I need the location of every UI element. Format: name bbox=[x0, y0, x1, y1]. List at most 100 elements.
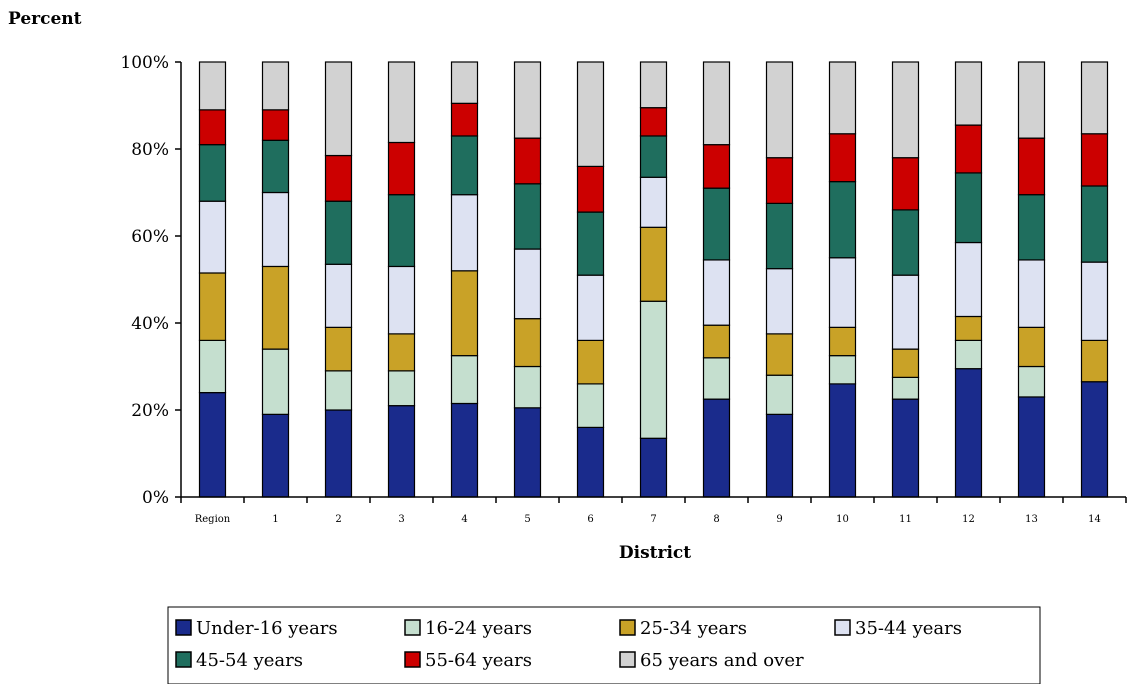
bar-segment bbox=[1080, 261, 1109, 342]
bar-segment bbox=[198, 144, 227, 202]
x-tick-label: 13 bbox=[1025, 514, 1038, 525]
bar-segment bbox=[891, 157, 920, 211]
bar-segment bbox=[639, 176, 668, 228]
bar-segment bbox=[387, 370, 416, 407]
bar-segment bbox=[954, 61, 983, 126]
bar-segment bbox=[702, 144, 731, 189]
y-ticks: 0% 20% 40% 60% 80% 100% bbox=[120, 53, 181, 508]
bar-segment bbox=[576, 211, 605, 276]
y-tick-label: 60% bbox=[131, 227, 169, 247]
y-tick-label: 100% bbox=[120, 53, 169, 73]
bar-segment bbox=[1080, 61, 1109, 135]
y-tick-label: 20% bbox=[131, 401, 169, 421]
bar-segment bbox=[387, 265, 416, 335]
bar-segment bbox=[576, 426, 605, 498]
bar-segment bbox=[576, 165, 605, 213]
bar-segment bbox=[702, 398, 731, 498]
bar-segment bbox=[198, 272, 227, 342]
bar-segment bbox=[765, 413, 794, 498]
bar-segment bbox=[261, 348, 290, 415]
bar-segment bbox=[450, 270, 479, 357]
bar-segment bbox=[450, 355, 479, 405]
bar-segment bbox=[261, 413, 290, 498]
bar-segment bbox=[1017, 365, 1046, 398]
bar-segment bbox=[198, 392, 227, 498]
bar-segment bbox=[324, 370, 353, 411]
bar-segment bbox=[450, 194, 479, 272]
x-tick-label: 11 bbox=[899, 514, 912, 525]
bar-segment bbox=[513, 248, 542, 320]
bar-segment bbox=[1080, 133, 1109, 187]
bar-segment bbox=[1017, 194, 1046, 261]
x-axis-label: District bbox=[619, 543, 691, 563]
bar-segment bbox=[828, 181, 857, 259]
bar-segment bbox=[765, 333, 794, 376]
bar-segment bbox=[450, 135, 479, 196]
bar-segment bbox=[576, 339, 605, 385]
bar-segment bbox=[954, 241, 983, 318]
bar-segment bbox=[513, 61, 542, 139]
bar-segment bbox=[639, 107, 668, 137]
x-tick-label: 2 bbox=[335, 514, 341, 525]
bar-segment bbox=[387, 333, 416, 372]
bar-segment bbox=[1080, 381, 1109, 498]
bar-segment bbox=[576, 61, 605, 168]
bar-segment bbox=[828, 257, 857, 328]
bar-segment bbox=[765, 202, 794, 270]
x-tick-label: 4 bbox=[461, 514, 467, 525]
bar-segment bbox=[387, 61, 416, 144]
x-tick-label: 7 bbox=[650, 514, 656, 525]
y-tick-label: 40% bbox=[131, 314, 169, 334]
legend-entry: 25-34 years bbox=[640, 618, 747, 639]
bar-segment bbox=[828, 61, 857, 135]
bar-segment bbox=[639, 61, 668, 109]
bar-segment bbox=[387, 141, 416, 196]
bar-segment bbox=[828, 326, 857, 357]
bar-segment bbox=[702, 357, 731, 400]
bar-segment bbox=[324, 409, 353, 498]
bar-segment bbox=[954, 339, 983, 370]
bar-segment bbox=[387, 405, 416, 498]
bar-segment bbox=[954, 172, 983, 244]
bar-segment bbox=[891, 209, 920, 276]
bar-segment bbox=[261, 61, 290, 111]
x-tick-label: 10 bbox=[836, 514, 849, 525]
legend-swatch bbox=[834, 619, 851, 636]
bar-segment bbox=[324, 326, 353, 372]
legend-entry: 65 years and over bbox=[640, 650, 804, 671]
bar-segment bbox=[450, 102, 479, 137]
y-tick-label: 80% bbox=[131, 140, 169, 160]
bar-segment bbox=[702, 187, 731, 261]
bar-segment bbox=[1017, 326, 1046, 368]
x-tick-label: 1 bbox=[272, 514, 278, 525]
bar-segment bbox=[198, 61, 227, 111]
bar-segment bbox=[891, 274, 920, 350]
bar-segment bbox=[765, 157, 794, 204]
y-axis-label: Percent bbox=[8, 9, 82, 29]
bar-segment bbox=[891, 398, 920, 498]
bar-segment bbox=[324, 200, 353, 265]
bar-segment bbox=[387, 194, 416, 268]
legend-swatch bbox=[619, 651, 636, 668]
bar-segment bbox=[198, 200, 227, 274]
bar-segment bbox=[639, 437, 668, 498]
legend-entry: 16-24 years bbox=[425, 618, 532, 639]
legend-box bbox=[167, 606, 1041, 685]
bar-segment bbox=[576, 383, 605, 428]
bar-segment bbox=[828, 383, 857, 498]
bar-segment bbox=[828, 133, 857, 183]
bar-segment bbox=[639, 226, 668, 302]
bar-segment bbox=[702, 259, 731, 326]
legend-swatch bbox=[175, 651, 192, 668]
bar-segment bbox=[891, 376, 920, 400]
bar-segment bbox=[639, 300, 668, 439]
x-tick-label: 3 bbox=[398, 514, 404, 525]
bar-segment bbox=[1017, 61, 1046, 139]
bar-segment bbox=[891, 348, 920, 378]
bar-segment bbox=[261, 265, 290, 350]
x-tick-label: 8 bbox=[713, 514, 719, 525]
bar-segment bbox=[828, 355, 857, 385]
bar-segment bbox=[324, 154, 353, 202]
legend-swatch bbox=[404, 651, 421, 668]
